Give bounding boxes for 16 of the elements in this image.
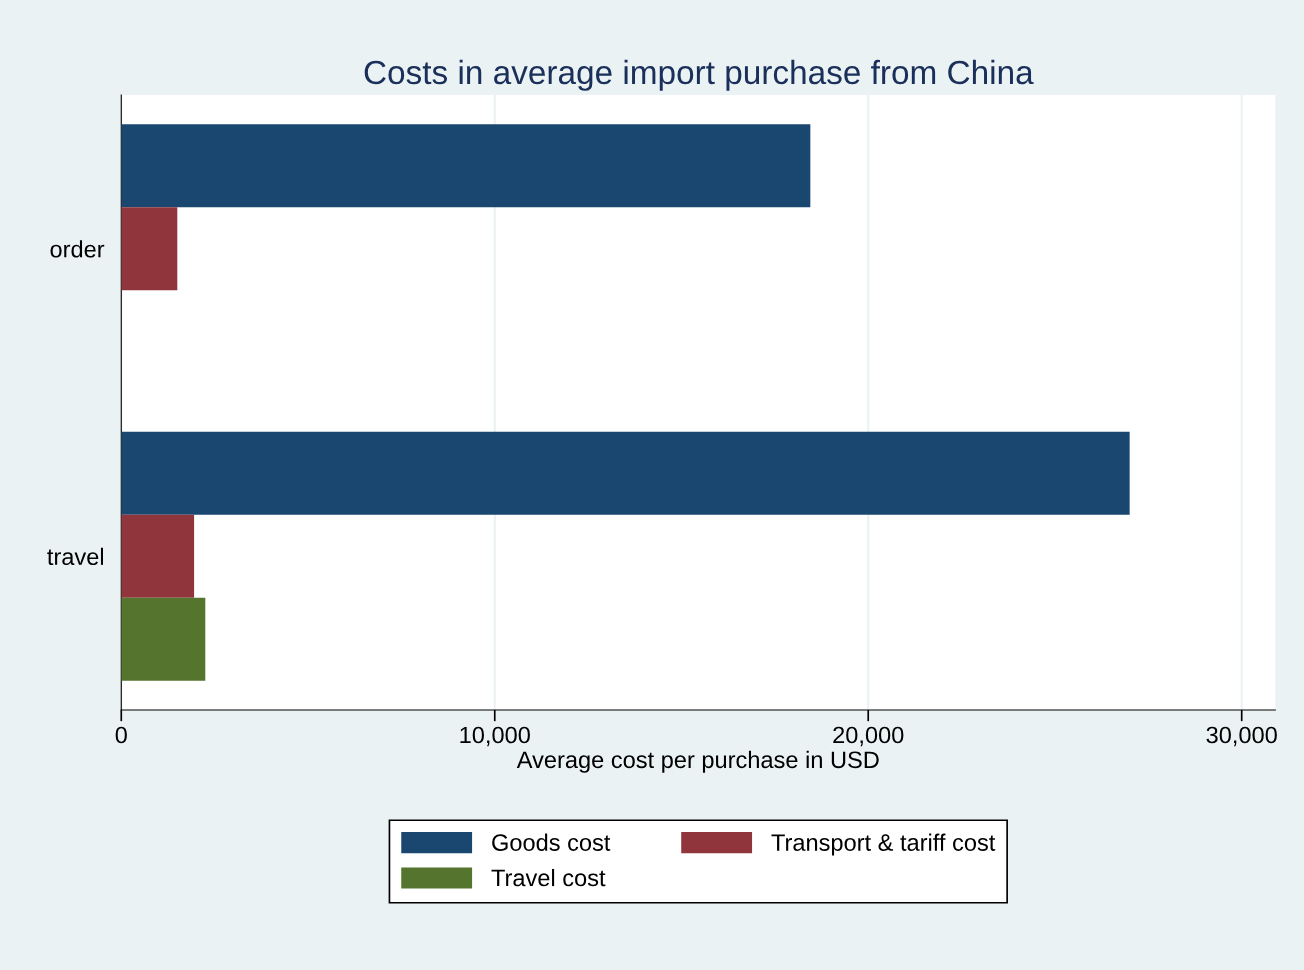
x-tick-label: 0 (115, 726, 127, 744)
bar (121, 514, 195, 598)
x-tick-label: 20,000 (833, 726, 904, 747)
bar (121, 207, 178, 291)
y-tick-label: order (50, 240, 105, 258)
x-tick-label: 10,000 (460, 726, 530, 747)
x-axis-title: Average cost per purchase in USD (516, 750, 879, 773)
legend-label: Goods cost (492, 833, 611, 851)
bar (121, 597, 206, 681)
legend-label: Travel cost (491, 868, 606, 887)
chart-title: Costs in average import purchase from China (364, 59, 1034, 91)
legend-label: Transport & tariff cost (771, 833, 996, 856)
bar (121, 124, 811, 208)
x-tick-label: 30,000 (1206, 726, 1277, 747)
bar (121, 431, 1130, 515)
y-tick-label: travel (47, 547, 104, 566)
